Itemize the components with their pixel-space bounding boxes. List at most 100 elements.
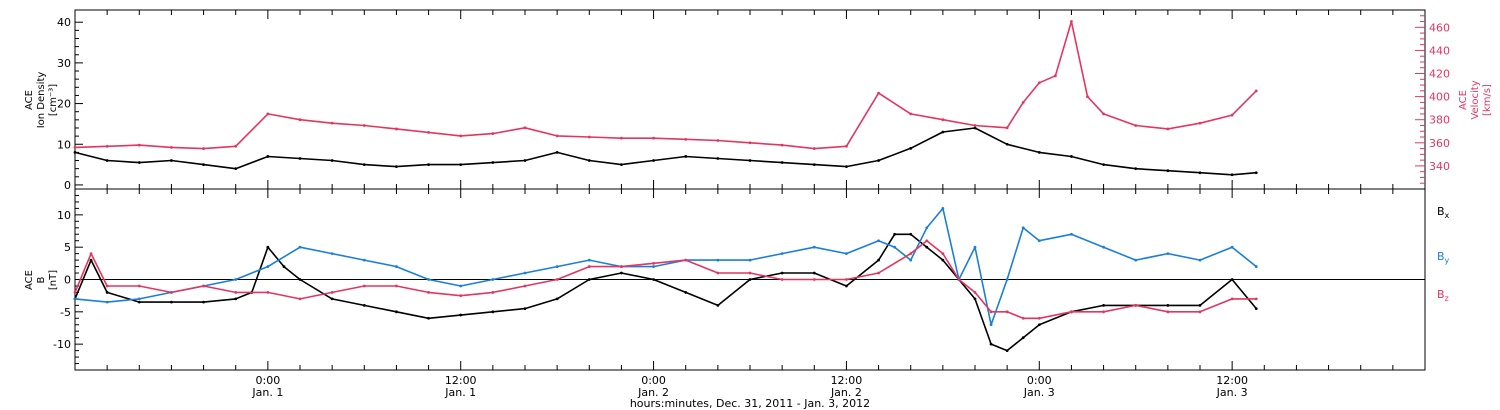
point-bz xyxy=(1198,310,1202,314)
density-point xyxy=(491,161,495,164)
point-bz xyxy=(555,278,559,281)
density-point xyxy=(202,163,205,166)
velocity-tick-label: 380 xyxy=(1429,114,1450,127)
density-point xyxy=(234,167,238,171)
x-tick-time-label: 12:00 xyxy=(1216,374,1248,387)
velocity-point xyxy=(1230,113,1234,117)
velocity-tick-label: 420 xyxy=(1429,68,1450,81)
density-point xyxy=(716,157,720,160)
point-bx xyxy=(877,258,880,262)
b-tick-label: 0 xyxy=(64,274,71,287)
b-tick-label: -5 xyxy=(60,306,71,319)
point-by xyxy=(427,278,430,281)
velocity-point xyxy=(587,135,591,139)
density-point xyxy=(395,165,398,169)
point-bz xyxy=(523,284,527,288)
point-bz xyxy=(1037,316,1041,320)
x-tick-date-label: Jan. 2 xyxy=(637,386,669,399)
point-by xyxy=(1230,245,1234,249)
b-axis-line3: [nT] xyxy=(48,270,59,290)
point-by xyxy=(893,245,897,249)
density-point xyxy=(1254,171,1258,175)
point-bz xyxy=(266,291,270,294)
x-tick-time-label: 0:00 xyxy=(641,374,666,387)
point-by xyxy=(925,226,929,230)
tick-group: 0 10 20 30 40 340 360 380 400 420 440 460 -10 -5 0 5 10 0… xyxy=(53,10,1450,399)
density-point xyxy=(620,163,623,166)
point-bx xyxy=(1166,303,1170,307)
point-bx xyxy=(684,291,688,294)
x-tick-time-label: 0:00 xyxy=(1027,374,1052,387)
x-tick-time-label: 12:00 xyxy=(831,374,863,387)
point-bx xyxy=(427,316,430,320)
velocity-point xyxy=(812,147,816,150)
velocity-tick-label: 400 xyxy=(1429,91,1450,104)
density-point xyxy=(1166,169,1170,173)
point-by xyxy=(1254,265,1258,268)
point-bx xyxy=(1230,278,1234,281)
point-bx xyxy=(330,297,334,301)
velocity-axis-line1: ACE xyxy=(1458,90,1469,110)
point-bx xyxy=(652,278,655,281)
x-tick-date-label: Jan. 1 xyxy=(444,386,476,399)
velocity-point xyxy=(780,143,784,147)
density-point xyxy=(845,165,848,169)
point-by xyxy=(105,300,109,304)
point-bx xyxy=(748,278,752,281)
point-by xyxy=(1021,226,1025,230)
velocity-point xyxy=(909,112,913,116)
point-by xyxy=(459,284,463,288)
density-point xyxy=(748,159,752,162)
velocity-point xyxy=(1134,124,1138,127)
point-bz xyxy=(234,291,238,294)
point-by xyxy=(812,245,816,249)
point-by xyxy=(1037,239,1041,243)
point-bz xyxy=(989,310,993,314)
point-bx xyxy=(105,291,109,294)
density-point xyxy=(1070,155,1073,158)
velocity-point xyxy=(330,121,334,125)
velocity-point xyxy=(716,139,720,142)
point-bx xyxy=(1254,307,1258,310)
point-bz xyxy=(587,265,591,268)
point-bz xyxy=(491,291,495,294)
point-bx xyxy=(1198,303,1202,307)
point-bx xyxy=(234,297,238,301)
density-point xyxy=(812,163,816,166)
point-bx xyxy=(587,278,591,281)
b-tick-label: 5 xyxy=(64,241,71,254)
point-bz xyxy=(202,284,205,288)
density-point xyxy=(1102,163,1105,166)
point-by xyxy=(491,278,495,281)
point-bx xyxy=(266,245,270,249)
point-by xyxy=(989,323,993,327)
density-point xyxy=(909,146,913,150)
point-by xyxy=(909,258,913,262)
density-point xyxy=(170,159,173,162)
x-tick-date-label: Jan. 3 xyxy=(1023,386,1055,399)
velocity-point xyxy=(266,112,270,116)
point-by xyxy=(362,258,366,262)
point-by xyxy=(716,258,720,262)
point-bz xyxy=(973,291,977,294)
velocity-point xyxy=(973,124,977,127)
point-bz xyxy=(1230,297,1234,301)
point-bx xyxy=(893,232,897,236)
point-bx xyxy=(282,265,286,268)
point-bx xyxy=(395,310,398,314)
point-bx xyxy=(298,278,302,281)
density-point xyxy=(1037,150,1041,154)
velocity-point xyxy=(1166,127,1170,131)
point-bx xyxy=(716,303,720,307)
velocity-tick-label: 460 xyxy=(1429,21,1450,34)
point-by xyxy=(1134,258,1138,262)
point-bz xyxy=(716,271,720,275)
velocity-point xyxy=(234,144,238,148)
point-bx xyxy=(941,258,945,262)
point-by xyxy=(877,239,880,243)
velocity-point xyxy=(523,126,527,130)
velocity-point xyxy=(459,134,463,138)
velocity-point xyxy=(105,144,109,148)
point-bz xyxy=(73,291,77,294)
point-by xyxy=(395,265,398,268)
